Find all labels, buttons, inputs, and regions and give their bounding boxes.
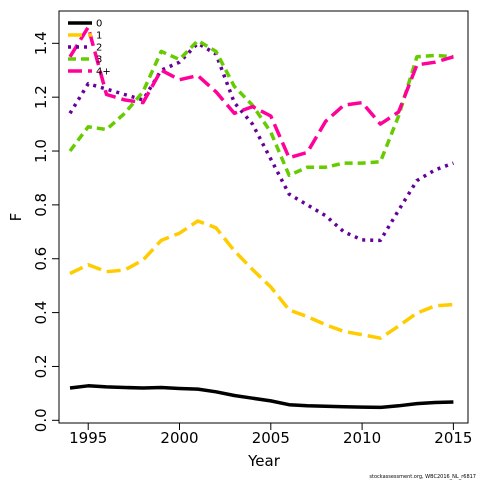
plot-frame <box>58 10 469 424</box>
x-tick-label: 2010 <box>343 429 381 447</box>
y-axis-title: F <box>7 213 25 222</box>
series-line-4plus <box>68 25 454 160</box>
x-axis-title: Year <box>247 452 281 470</box>
credit-text: stockassessment.org, WBC2016_NL_r6817 <box>369 474 476 480</box>
x-axis: 1995 2000 2005 2010 2015 <box>69 423 472 447</box>
y-tick-label: 0.0 <box>32 408 50 432</box>
y-tick-label: 1.0 <box>32 139 50 163</box>
x-tick-label: 1995 <box>69 429 107 447</box>
series-line-1 <box>69 219 454 340</box>
x-tick-label: 2000 <box>160 429 198 447</box>
legend-label: 3 <box>96 55 102 66</box>
series-line-2 <box>68 41 455 243</box>
y-tick-label: 1.2 <box>32 85 50 109</box>
legend-label: 4+ <box>96 67 111 78</box>
y-tick-label: 0.6 <box>32 247 50 271</box>
y-tick-label: 0.8 <box>32 193 50 217</box>
series-lines <box>68 25 455 410</box>
x-tick-label: 2015 <box>434 429 472 447</box>
legend-label: 2 <box>96 43 102 54</box>
y-tick-label: 1.4 <box>32 31 50 55</box>
x-tick-label: 2005 <box>252 429 290 447</box>
series-line-0 <box>69 384 454 410</box>
legend-label: 1 <box>96 31 102 42</box>
y-axis: 0.0 0.2 0.4 0.6 0.8 1.0 1.2 1.4 <box>32 31 59 432</box>
legend-label: 0 <box>96 19 102 30</box>
y-tick-label: 0.4 <box>32 301 50 325</box>
y-tick-label: 0.2 <box>32 355 50 379</box>
